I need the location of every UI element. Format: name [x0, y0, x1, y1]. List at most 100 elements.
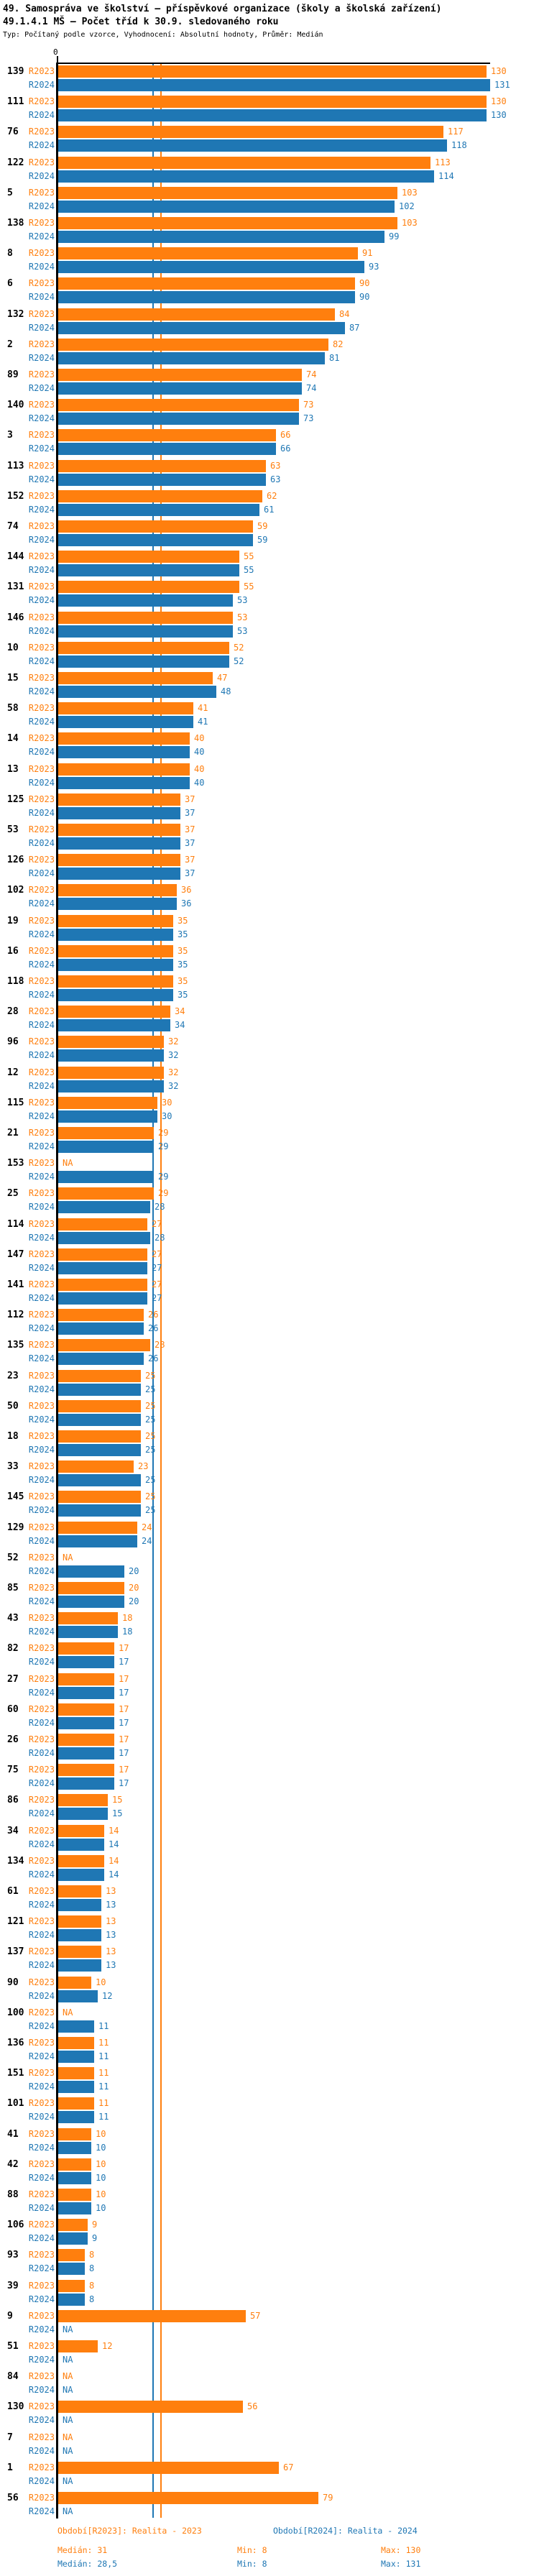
bar-row-r2023: R2023 32	[0, 1036, 539, 1048]
series-label-r2023: R2023	[28, 703, 55, 713]
bar-row-r2023: R2023 17	[0, 1703, 539, 1716]
bar-value-r2024: 17	[119, 1778, 129, 1788]
series-label-r2023: R2023	[28, 2038, 55, 2048]
bar-row-r2023: R2023 11	[0, 2067, 539, 2079]
bar-r2024	[58, 1262, 147, 1274]
group-id-label: 61	[7, 1886, 19, 1897]
bar-value-r2024: 17	[119, 1718, 129, 1728]
bar-value-r2024: 27	[152, 1263, 162, 1273]
bar-row-r2023: R2023 13	[0, 1946, 539, 1958]
legend-r2024: Období[R2024]: Realita - 2024	[273, 2526, 418, 2536]
bar-row-r2023: R2023 35	[0, 945, 539, 957]
bar-group-52: 52 R2023 NA R2024 20	[0, 1552, 539, 1578]
group-id-label: 33	[7, 1461, 19, 1472]
chart-title-line2: 49.1.4.1 MŠ – Počet tříd k 30.9. sledova…	[3, 17, 279, 27]
series-label-r2023: R2023	[28, 1401, 55, 1411]
bar-r2024	[58, 1171, 154, 1183]
bar-value-r2023: 55	[244, 551, 254, 561]
series-label-r2023: R2023	[28, 2432, 55, 2442]
series-label-r2023: R2023	[28, 581, 55, 592]
series-label-r2023: R2023	[28, 2341, 55, 2351]
bar-value-r2023: 11	[98, 2068, 109, 2078]
bar-value-r2024: 13	[106, 1930, 116, 1940]
series-label-r2023: R2023	[28, 673, 55, 683]
bar-row-r2023: R2023 17	[0, 1764, 539, 1776]
bar-r2024	[58, 1929, 101, 1941]
bar-group-100: 100 R2023 NA R2024 11	[0, 2007, 539, 2033]
bar-row-r2024: R2024 10	[0, 2202, 539, 2214]
bar-r2024	[58, 807, 180, 819]
na-label-r2024: NA	[63, 2324, 73, 2334]
bar-r2024	[58, 1747, 114, 1760]
bar-value-r2024: 35	[178, 960, 188, 970]
bar-r2024	[58, 686, 216, 698]
group-id-label: 122	[7, 157, 24, 168]
bar-row-r2024: R2024 NA	[0, 2445, 539, 2457]
bar-row-r2024: R2024 NA	[0, 2414, 539, 2426]
series-label-r2023: R2023	[28, 188, 55, 198]
bar-row-r2024: R2024 30	[0, 1110, 539, 1123]
bar-row-r2023: R2023 66	[0, 429, 539, 441]
bar-value-r2024: 40	[194, 778, 205, 788]
series-label-r2024: R2024	[28, 656, 55, 666]
series-label-r2024: R2024	[28, 443, 55, 454]
bar-r2024	[58, 231, 384, 243]
bar-r2024	[58, 2172, 91, 2184]
group-id-label: 18	[7, 1431, 19, 1442]
bar-value-r2023: 53	[237, 612, 248, 622]
bar-row-r2023: R2023 NA	[0, 2370, 539, 2383]
bar-value-r2023: 67	[283, 2462, 294, 2472]
bar-value-r2024: 30	[162, 1111, 172, 1121]
bar-r2023	[58, 2219, 88, 2231]
bar-r2024	[58, 989, 173, 1001]
bar-value-r2024: 14	[109, 1839, 119, 1849]
group-id-label: 76	[7, 126, 19, 137]
na-label-r2023: NA	[63, 1552, 73, 1563]
bar-group-135: 135 R2023 28 R2024 26	[0, 1339, 539, 1365]
bar-row-r2023: R2023 NA	[0, 2432, 539, 2444]
group-id-label: 153	[7, 1158, 24, 1169]
bar-r2024	[58, 1626, 118, 1638]
series-label-r2024: R2024	[28, 2082, 55, 2092]
bar-value-r2023: 20	[129, 1583, 139, 1593]
bar-value-r2023: 73	[303, 400, 314, 410]
bar-row-r2023: R2023 37	[0, 824, 539, 836]
bar-value-r2024: 74	[306, 383, 317, 393]
bar-value-r2024: 8	[89, 2294, 95, 2304]
bar-value-r2023: 36	[181, 885, 192, 895]
bar-row-r2024: R2024 37	[0, 868, 539, 880]
bar-value-r2024: 34	[175, 1020, 185, 1030]
bar-group-115: 115 R2023 30 R2024 30	[0, 1097, 539, 1123]
bar-group-39: 39 R2023 8 R2024 8	[0, 2280, 539, 2306]
series-label-r2023: R2023	[28, 2371, 55, 2381]
series-label-r2023: R2023	[28, 461, 55, 471]
bar-row-r2024: R2024 13	[0, 1959, 539, 1972]
bar-row-r2023: R2023 14	[0, 1855, 539, 1867]
bar-r2024	[58, 868, 180, 880]
bar-row-r2023: R2023 103	[0, 187, 539, 199]
bar-r2024	[58, 2142, 91, 2154]
group-id-label: 96	[7, 1036, 19, 1047]
bar-group-19: 19 R2023 35 R2024 35	[0, 915, 539, 941]
series-label-r2023: R2023	[28, 885, 55, 895]
bar-r2024	[58, 109, 487, 121]
bar-r2024	[58, 170, 434, 183]
bar-r2023	[58, 1703, 114, 1716]
bar-group-121: 121 R2023 13 R2024 13	[0, 1915, 539, 1941]
bar-group-76: 76 R2023 117 R2024 118	[0, 126, 539, 152]
series-label-r2024: R2024	[28, 262, 55, 272]
bar-r2023	[58, 2067, 94, 2079]
bar-row-r2024: R2024 87	[0, 322, 539, 334]
na-label-r2023: NA	[63, 2007, 73, 2018]
series-label-r2023: R2023	[28, 2098, 55, 2108]
bar-value-r2023: 35	[178, 916, 188, 926]
series-label-r2024: R2024	[28, 2506, 55, 2516]
bar-value-r2023: 79	[323, 2493, 333, 2503]
bar-row-r2024: R2024 25	[0, 1414, 539, 1426]
bar-value-r2024: 18	[122, 1627, 133, 1637]
bar-group-114: 114 R2023 27 R2024 28	[0, 1218, 539, 1244]
group-id-label: 136	[7, 2038, 24, 2048]
series-label-r2024: R2024	[28, 383, 55, 393]
group-id-label: 39	[7, 2281, 19, 2291]
bar-r2024	[58, 534, 253, 546]
